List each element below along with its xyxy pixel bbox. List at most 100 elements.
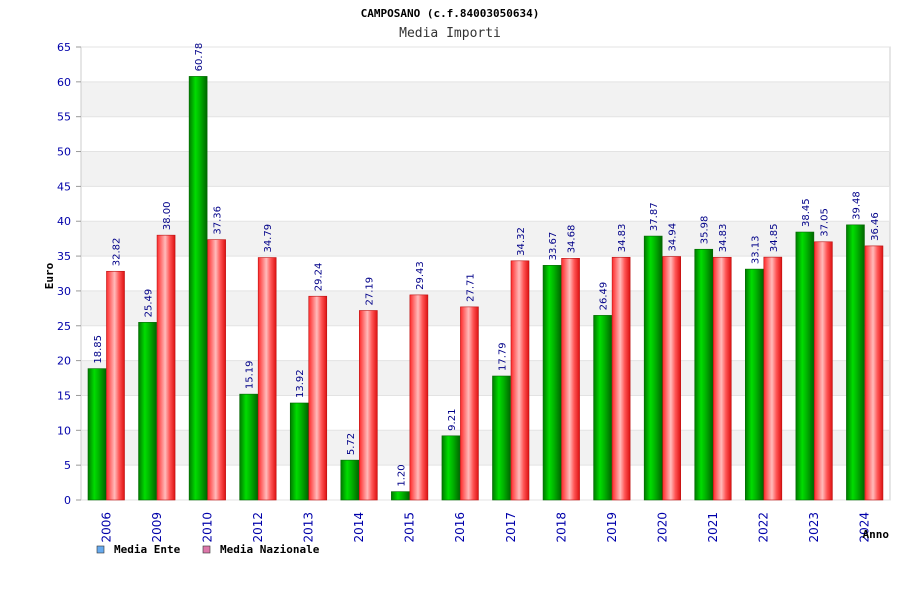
x-tick-label: 2018 bbox=[554, 512, 568, 543]
y-tick-label: 40 bbox=[57, 215, 71, 228]
bar-media-nazionale-2024 bbox=[864, 245, 884, 501]
chart-title: CAMPOSANO (c.f.84003050634) bbox=[361, 7, 540, 20]
bar-media-ente-2017 bbox=[492, 375, 511, 501]
x-tick-label: 2023 bbox=[807, 512, 821, 543]
y-tick-label: 0 bbox=[64, 494, 71, 507]
bar-media-nazionale-2022 bbox=[763, 256, 783, 501]
data-label: 13.92 bbox=[295, 369, 306, 398]
y-tick-label: 10 bbox=[57, 424, 71, 437]
data-label: 37.05 bbox=[819, 208, 830, 237]
data-label: 34.83 bbox=[718, 224, 729, 253]
bar-media-nazionale-2017 bbox=[510, 260, 530, 501]
data-label: 38.00 bbox=[162, 202, 173, 231]
x-tick-label: 2012 bbox=[251, 512, 265, 543]
y-tick-label: 45 bbox=[57, 180, 71, 193]
y-axis-ticks: 0 5 10 15 20 25 30 35 40 45 50 55 60 65 bbox=[57, 41, 81, 507]
bar-media-ente-2013 bbox=[289, 402, 309, 501]
legend-swatch-media-ente bbox=[96, 545, 105, 554]
data-label: 34.94 bbox=[668, 223, 679, 252]
data-label: 35.98 bbox=[700, 216, 711, 245]
y-tick-label: 30 bbox=[57, 285, 71, 298]
data-label: 17.79 bbox=[498, 342, 509, 371]
bar-media-ente-2016 bbox=[441, 435, 461, 501]
legend-label-media-nazionale: Media Nazionale bbox=[220, 543, 320, 556]
data-label: 27.71 bbox=[465, 273, 476, 302]
data-label: 33.13 bbox=[750, 235, 761, 264]
bar-media-nazionale-2021 bbox=[712, 256, 732, 501]
grid-band bbox=[81, 81, 890, 117]
x-tick-label: 2006 bbox=[99, 512, 113, 543]
bar-media-ente-2020 bbox=[643, 235, 663, 501]
data-label: 32.82 bbox=[112, 238, 123, 267]
data-label: 34.83 bbox=[617, 224, 628, 253]
bar-media-ente-2021 bbox=[694, 248, 714, 501]
data-label: 34.85 bbox=[769, 223, 780, 252]
x-tick-label: 2021 bbox=[706, 512, 720, 543]
bar-media-nazionale-2020 bbox=[662, 256, 681, 501]
data-label: 60.78 bbox=[194, 43, 205, 72]
bar-media-ente-2018 bbox=[542, 265, 562, 501]
data-label: 1.20 bbox=[396, 464, 407, 486]
x-tick-label: 2020 bbox=[655, 512, 669, 543]
data-label: 27.19 bbox=[364, 277, 375, 306]
bar-media-nazionale-2016 bbox=[460, 306, 479, 501]
y-tick-label: 25 bbox=[57, 320, 71, 333]
bar-media-nazionale-2009 bbox=[156, 234, 176, 501]
bar-media-nazionale-2012 bbox=[257, 257, 277, 501]
data-label: 5.72 bbox=[346, 433, 357, 455]
legend-label-media-ente: Media Ente bbox=[114, 543, 181, 556]
bar-media-ente-2023 bbox=[795, 231, 815, 501]
y-tick-label: 20 bbox=[57, 355, 71, 368]
x-axis-label: Anno bbox=[863, 528, 890, 541]
data-label: 34.68 bbox=[567, 225, 578, 254]
bar-media-nazionale-2019 bbox=[611, 256, 631, 501]
x-tick-label: 2013 bbox=[302, 512, 316, 543]
bar-media-ente-2006 bbox=[87, 368, 107, 501]
data-label: 29.24 bbox=[314, 263, 325, 292]
y-tick-label: 55 bbox=[57, 111, 71, 124]
bar-media-nazionale-2015 bbox=[409, 294, 429, 501]
bar-media-ente-2009 bbox=[138, 322, 157, 501]
data-label: 36.46 bbox=[870, 212, 881, 241]
y-tick-label: 65 bbox=[57, 41, 71, 54]
bar-media-ente-2010 bbox=[188, 76, 208, 501]
legend: Media Ente Media Nazionale bbox=[96, 543, 320, 556]
legend-swatch-media-nazionale bbox=[202, 545, 211, 554]
x-tick-label: 2024 bbox=[858, 512, 872, 543]
data-label: 39.48 bbox=[851, 191, 862, 220]
chart-subtitle: Media Importi bbox=[399, 26, 501, 41]
bar-media-ente-2022 bbox=[745, 268, 764, 501]
bar-media-nazionale-2013 bbox=[308, 295, 328, 501]
bar-media-nazionale-2010 bbox=[207, 239, 226, 501]
x-tick-label: 2014 bbox=[352, 512, 366, 543]
bar-media-ente-2024 bbox=[846, 224, 865, 501]
bars bbox=[87, 76, 884, 501]
x-tick-label: 2009 bbox=[150, 512, 164, 543]
x-tick-label: 2016 bbox=[453, 512, 467, 543]
data-label: 25.49 bbox=[144, 289, 155, 318]
y-tick-label: 60 bbox=[57, 76, 71, 89]
bar-media-ente-2019 bbox=[593, 315, 612, 501]
grid-band bbox=[81, 151, 890, 187]
data-label: 18.85 bbox=[93, 335, 104, 364]
data-label: 34.79 bbox=[263, 224, 274, 253]
data-label: 38.45 bbox=[801, 198, 812, 227]
data-labels: 18.85 32.82 25.49 38.00 60.78 37.36 15.19 34.79… bbox=[93, 43, 881, 487]
bar-media-nazionale-2023 bbox=[814, 241, 833, 501]
x-tick-label: 2019 bbox=[605, 512, 619, 543]
data-label: 29.43 bbox=[415, 261, 426, 290]
bar-media-nazionale-2006 bbox=[106, 270, 125, 501]
data-label: 37.87 bbox=[649, 202, 660, 231]
x-axis-ticks: 2006 2009 2010 2012 2013 2014 2015 2016 2017 2018… bbox=[99, 512, 871, 543]
data-label: 37.36 bbox=[213, 206, 224, 235]
data-label: 26.49 bbox=[599, 282, 610, 311]
bar-media-ente-2014 bbox=[340, 459, 360, 501]
data-label: 15.19 bbox=[245, 360, 256, 389]
x-tick-label: 2010 bbox=[200, 512, 214, 543]
x-tick-label: 2022 bbox=[757, 512, 771, 543]
x-tick-label: 2017 bbox=[504, 512, 518, 543]
y-tick-label: 15 bbox=[57, 389, 71, 402]
data-label: 34.32 bbox=[516, 227, 527, 256]
